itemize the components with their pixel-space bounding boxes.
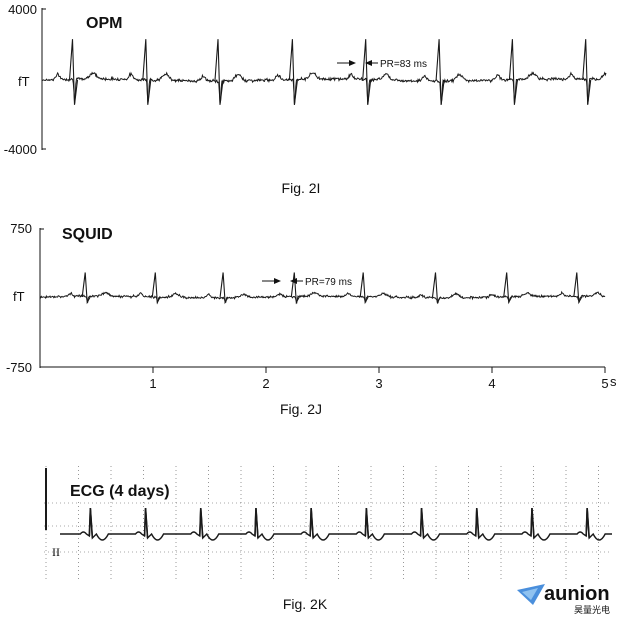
ecg-beat-7	[419, 507, 425, 539]
panel-opm: 4000 -4000 fT OPM PR=83 ms Fig. 2I	[4, 2, 607, 196]
opm-ylabel: fT	[18, 74, 30, 89]
squid-ylabel: fT	[13, 289, 25, 304]
squid-r-peak-5	[359, 272, 369, 305]
ecg-trace-line	[60, 507, 612, 541]
squid-r-peak-4	[290, 272, 300, 305]
squid-x-ticks: 1 2 3 4 5	[149, 367, 609, 391]
ecg-beat-1	[88, 507, 94, 539]
squid-pr-arrowhead-right	[290, 278, 297, 284]
opm-r-peak-2	[142, 39, 152, 105]
opm-r-peak-3	[214, 39, 224, 105]
opm-caption: Fig. 2I	[282, 180, 321, 196]
squid-x-tick-label-5: 5	[601, 376, 608, 391]
ecg-beat-4	[254, 507, 259, 539]
opm-r-peak-7	[508, 39, 518, 105]
squid-x-tick-label-4: 4	[488, 376, 495, 391]
ecg-lead-label: II	[52, 545, 60, 559]
squid-r-peak-7	[503, 272, 513, 305]
squid-r-peak-1	[81, 272, 91, 305]
opm-r-peak-4	[288, 39, 298, 105]
opm-ytick-top-label: 4000	[8, 2, 37, 17]
panel-squid: 750 -750 fT SQUID 1 2 3 4 5 s PR=79 ms Fig. …	[6, 221, 617, 417]
aunion-logo-mark-inner	[522, 588, 538, 600]
opm-title: OPM	[86, 15, 122, 32]
ecg-beats	[88, 507, 590, 539]
opm-pr-arrowhead-left	[349, 60, 356, 66]
squid-x-tick-label-2: 2	[262, 376, 269, 391]
squid-trace-line	[39, 290, 606, 305]
ecg-beat-6	[364, 507, 370, 539]
squid-x-unit: s	[610, 374, 617, 389]
squid-r-peak-2	[151, 272, 161, 305]
ecg-beat-5	[309, 507, 314, 539]
ecg-beat-10	[585, 507, 590, 539]
opm-r-peaks	[68, 39, 592, 105]
opm-pr-annotation: PR=83 ms	[337, 59, 427, 70]
opm-r-peak-6	[435, 39, 445, 105]
opm-pr-label: PR=83 ms	[380, 59, 427, 70]
opm-r-peak-1	[68, 39, 79, 105]
squid-caption: Fig. 2J	[280, 401, 322, 417]
squid-pr-label: PR=79 ms	[305, 277, 352, 288]
ecg-beat-9	[530, 507, 535, 539]
squid-pr-arrowhead-left	[274, 278, 281, 284]
opm-r-peak-5	[362, 39, 372, 105]
ecg-beat-3	[198, 507, 204, 539]
ecg-title: ECG (4 days)	[70, 483, 170, 500]
ecg-beat-8	[474, 507, 480, 539]
opm-trace-line	[41, 71, 607, 105]
panel-ecg: ECG (4 days) II Fig. 2K	[44, 466, 612, 612]
ecg-title-backing	[66, 481, 174, 501]
squid-x-tick-label-1: 1	[149, 376, 156, 391]
squid-ytick-bottom-label: -750	[6, 360, 32, 375]
squid-x-tick-label-3: 3	[375, 376, 382, 391]
squid-title: SQUID	[62, 226, 113, 243]
aunion-logo-wordmark: aunion	[544, 583, 610, 605]
opm-pr-arrowhead-right	[365, 60, 372, 66]
aunion-logo-subtitle: 昊量光电	[574, 604, 610, 615]
opm-ytick-bottom-label: -4000	[4, 142, 37, 157]
squid-ytick-top-label: 750	[10, 221, 32, 236]
opm-r-peak-8	[582, 39, 592, 105]
squid-pr-annotation: PR=79 ms	[262, 277, 352, 288]
aunion-logo: aunion 昊量光电	[517, 583, 610, 615]
squid-r-peak-8	[573, 272, 583, 305]
ecg-beat-2	[143, 507, 149, 539]
ecg-caption: Fig. 2K	[283, 596, 328, 612]
squid-r-peak-6	[431, 272, 441, 305]
squid-r-peaks	[81, 272, 583, 305]
squid-r-peak-3	[219, 272, 229, 305]
